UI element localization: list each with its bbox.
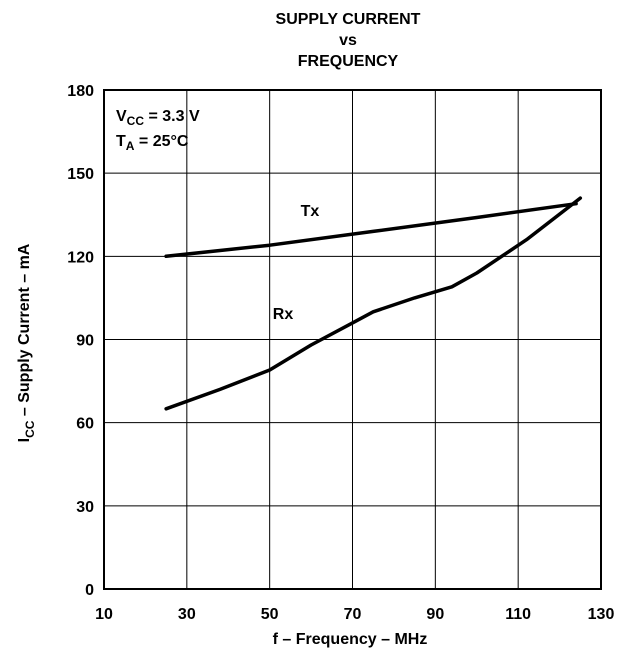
x-tick-label-50: 50 [261, 606, 279, 623]
chart-title-line-1: SUPPLY CURRENT [276, 11, 421, 28]
y-axis-label-main: I [16, 438, 33, 442]
y-tick-label-120: 120 [67, 249, 94, 266]
grid-lines [104, 90, 601, 589]
series-label-rx: Rx [273, 306, 294, 323]
y-tick-labels: 0 30 60 90 120 150 180 [67, 83, 94, 599]
condition-vcc: VCC = 3.3 V [116, 108, 200, 128]
condition-vcc-main: V [116, 108, 127, 125]
y-tick-label-0: 0 [85, 582, 94, 599]
chart-title-line-3: FREQUENCY [298, 53, 399, 70]
condition-ta: TA = 25°C [116, 133, 189, 153]
condition-vcc-sub: CC [127, 114, 145, 128]
plot-frame [103, 89, 602, 590]
y-tick-label-180: 180 [67, 83, 94, 100]
x-tick-label-10: 10 [95, 606, 113, 623]
y-tick-label-60: 60 [76, 416, 94, 433]
series-label-tx: Tx [301, 203, 320, 220]
y-tick-label-90: 90 [76, 333, 94, 350]
y-axis-label: ICC – Supply Current – mA [16, 243, 37, 442]
condition-vcc-rest: = 3.3 V [144, 108, 200, 125]
x-tick-label-130: 130 [588, 606, 615, 623]
x-tick-label-90: 90 [426, 606, 444, 623]
x-tick-label-30: 30 [178, 606, 196, 623]
y-axis-label-rest: – Supply Current – mA [16, 243, 33, 420]
series-line-tx [164, 201, 578, 259]
x-tick-labels: 10 30 50 70 90 110 130 [95, 606, 614, 623]
x-axis-label: f – Frequency – MHz [273, 631, 428, 648]
condition-ta-sub: A [126, 139, 135, 153]
y-tick-label-30: 30 [76, 499, 94, 516]
condition-ta-main: T [116, 133, 126, 150]
series-line-rx [164, 196, 583, 411]
condition-ta-rest: = 25°C [134, 133, 188, 150]
x-tick-label-110: 110 [505, 606, 531, 623]
y-tick-label-150: 150 [67, 166, 94, 183]
chart-title-line-2: vs [339, 32, 357, 49]
y-axis-label-sub: CC [23, 420, 37, 438]
series-layer [164, 196, 583, 411]
x-tick-label-70: 70 [344, 606, 362, 623]
